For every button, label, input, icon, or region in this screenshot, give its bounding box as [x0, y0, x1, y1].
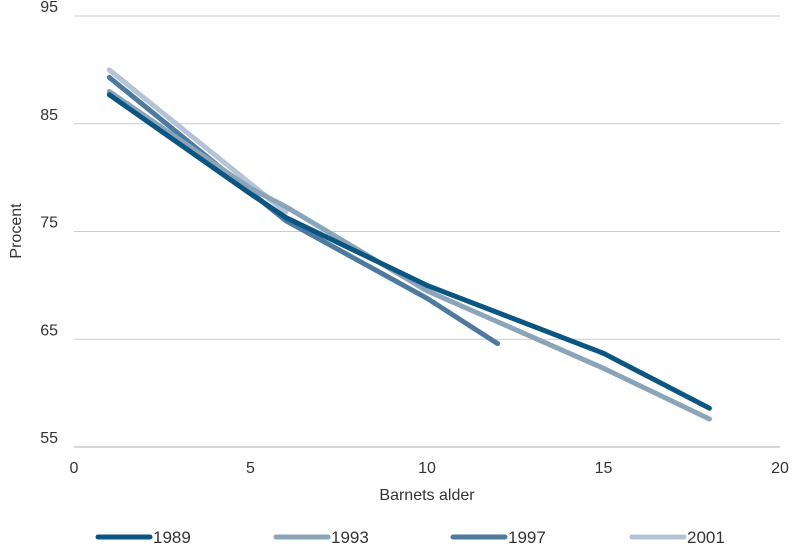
y-axis-label: Procent — [8, 203, 25, 259]
legend-item-1989: 1989 — [95, 528, 191, 547]
series-line-1989 — [106, 92, 712, 411]
x-tick-label: 20 — [771, 460, 789, 477]
x-tick-label: 15 — [595, 460, 613, 477]
axis-ticks: 55 65 75 85 95 0 5 10 15 20 — [40, 0, 789, 477]
legend: 1989 1993 1997 2001 — [95, 528, 725, 547]
legend-item-1997: 1997 — [450, 528, 546, 547]
legend-label: 1993 — [331, 528, 369, 547]
x-axis-label: Barnets alder — [379, 487, 475, 504]
x-tick-label: 0 — [70, 460, 79, 477]
y-tick-label: 55 — [40, 430, 58, 447]
y-tick-label: 95 — [40, 0, 58, 16]
y-tick-label: 75 — [40, 215, 58, 232]
x-tick-label: 10 — [418, 460, 436, 477]
series-line-2001 — [106, 67, 289, 215]
y-tick-label: 85 — [40, 107, 58, 124]
series-lines — [106, 67, 712, 422]
legend-label: 1989 — [153, 528, 191, 547]
legend-label: 1997 — [508, 528, 546, 547]
legend-item-2001: 2001 — [629, 528, 725, 547]
legend-label: 2001 — [687, 528, 725, 547]
y-tick-label: 65 — [40, 322, 58, 339]
legend-item-1993: 1993 — [273, 528, 369, 547]
grid — [74, 15, 780, 448]
x-tick-label: 5 — [246, 460, 255, 477]
